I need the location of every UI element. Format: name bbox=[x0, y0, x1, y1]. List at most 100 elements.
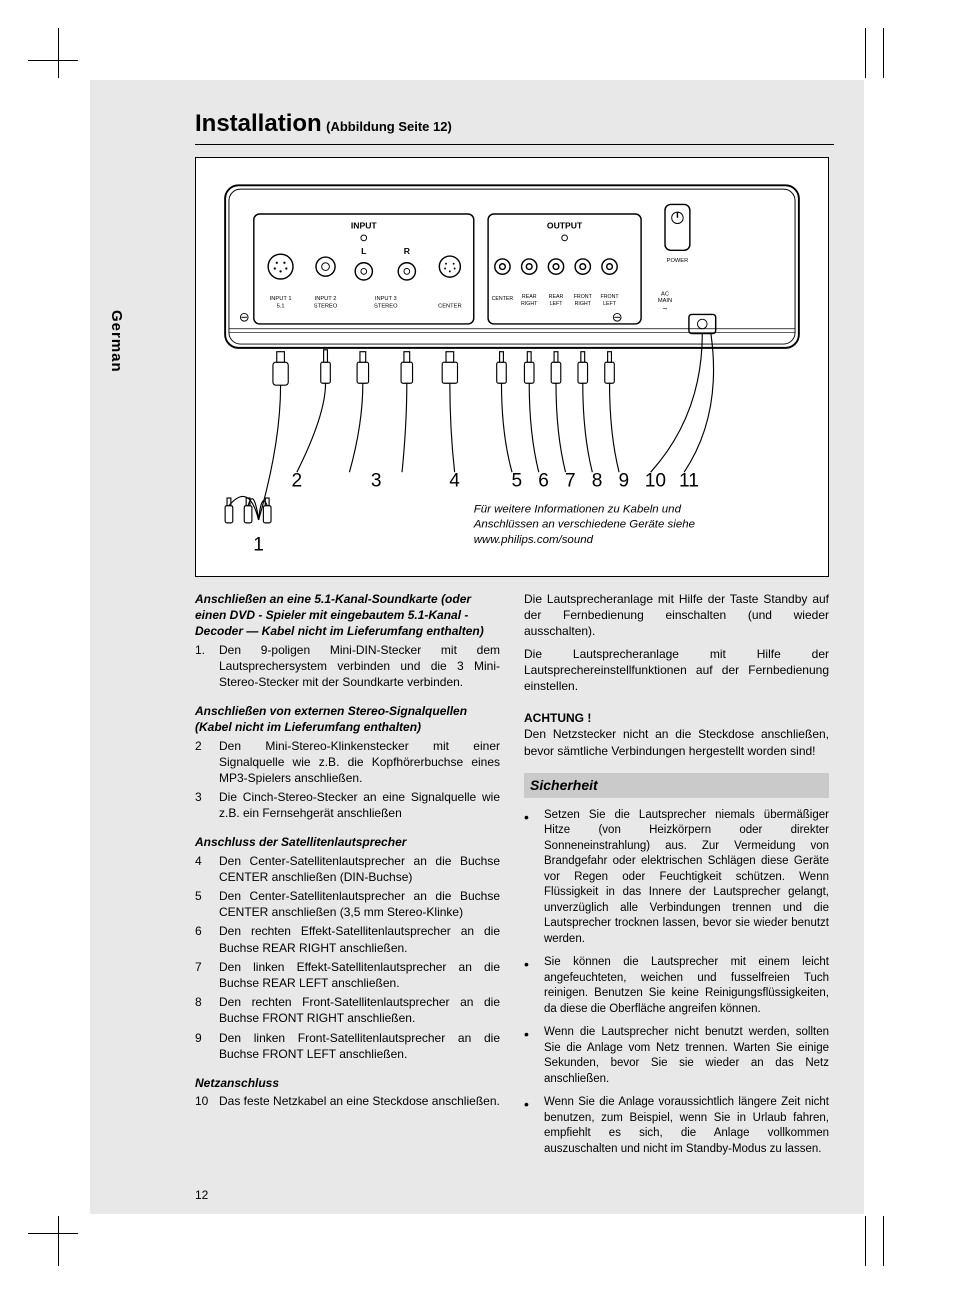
svg-text:REAR: REAR bbox=[522, 294, 537, 300]
svg-text:LEFT: LEFT bbox=[550, 301, 564, 307]
list-item: 5Den Center-Satellitenlautsprecher an di… bbox=[195, 888, 500, 920]
svg-text:FRONT: FRONT bbox=[574, 294, 593, 300]
right-para1: Die Lautsprecheranlage mit Hilfe der Tas… bbox=[524, 591, 829, 640]
item-text: Den rechten Effekt-Satellitenlautspreche… bbox=[219, 923, 500, 955]
callout-5: 5 bbox=[511, 471, 522, 492]
sicherheit-bar: Sicherheit bbox=[524, 773, 829, 798]
page-header: Installation (Abbildung Seite 12) bbox=[195, 110, 834, 145]
list-item: 1.Den 9-poligen Mini-DIN-Stecker mit dem… bbox=[195, 642, 500, 691]
achtung-text: Den Netzstecker nicht an die Steckdose a… bbox=[524, 726, 829, 758]
callout-7: 7 bbox=[565, 471, 576, 492]
svg-text:CENTER: CENTER bbox=[492, 296, 514, 302]
item-number: 1. bbox=[195, 642, 219, 691]
bullet-item: •Wenn die Lautsprecher nicht benutzt wer… bbox=[524, 1025, 829, 1087]
achtung-title: ACHTUNG ! bbox=[524, 710, 829, 726]
callout-8: 8 bbox=[592, 471, 603, 492]
item-text: Den rechten Front-Satellitenlautsprecher… bbox=[219, 994, 500, 1026]
svg-text:POWER: POWER bbox=[667, 258, 689, 264]
list-item: 6Den rechten Effekt-Satellitenlautsprech… bbox=[195, 923, 500, 955]
svg-text:OUTPUT: OUTPUT bbox=[547, 220, 583, 230]
right-column: Die Lautsprecheranlage mit Hilfe der Tas… bbox=[524, 591, 829, 1165]
sec3-title: Anschluss der Satellitenlautsprecher bbox=[195, 834, 500, 850]
item-number: 3 bbox=[195, 789, 219, 821]
bullet-text: Wenn Sie die Anlage voraussichtlich läng… bbox=[544, 1095, 829, 1157]
right-para2: Die Lautsprecheranlage mit Hilfe der Lau… bbox=[524, 646, 829, 695]
callout-10: 10 bbox=[645, 471, 666, 492]
svg-text:INPUT 2: INPUT 2 bbox=[315, 296, 337, 302]
list-item: 3Die Cinch-Stereo-Stecker an eine Signal… bbox=[195, 789, 500, 821]
body-columns: Anschließen an eine 5.1-Kanal-Soundkarte… bbox=[195, 591, 829, 1165]
svg-text:STEREO: STEREO bbox=[374, 304, 398, 310]
svg-text:L: L bbox=[361, 246, 366, 256]
diagram-svg: INPUT INPUT 1 5.1 INPUT 2 STEREO L R INP… bbox=[206, 168, 818, 566]
svg-text:AC: AC bbox=[661, 291, 669, 297]
header-subtitle: (Abbildung Seite 12) bbox=[326, 119, 452, 134]
crop-mark bbox=[865, 28, 866, 78]
sec4-title: Netzanschluss bbox=[195, 1075, 500, 1091]
list-item: 4Den Center-Satellitenlautsprecher an di… bbox=[195, 853, 500, 885]
svg-text:www.philips.com/sound: www.philips.com/sound bbox=[474, 534, 594, 546]
bullet-text: Setzen Sie die Lautsprecher niemals über… bbox=[544, 808, 829, 948]
list-item: 8Den rechten Front-Satellitenlautspreche… bbox=[195, 994, 500, 1026]
sec1-title: Anschließen an eine 5.1-Kanal-Soundkarte… bbox=[195, 591, 500, 640]
bullet-text: Wenn die Lautsprecher nicht benutzt werd… bbox=[544, 1025, 829, 1087]
crop-mark bbox=[58, 1216, 59, 1266]
list-item: 10Das feste Netzkabel an eine Steckdose … bbox=[195, 1093, 500, 1109]
item-text: Den linken Front-Satellitenlautsprecher … bbox=[219, 1030, 500, 1062]
callout-4: 4 bbox=[449, 471, 460, 492]
bullet-icon: • bbox=[524, 955, 544, 1017]
crop-mark bbox=[28, 60, 78, 61]
bullet-icon: • bbox=[524, 1025, 544, 1087]
language-tab: German bbox=[108, 310, 125, 373]
bullet-text: Sie können die Lautsprecher mit einem le… bbox=[544, 955, 829, 1017]
callout-3: 3 bbox=[371, 471, 382, 492]
item-number: 7 bbox=[195, 959, 219, 991]
svg-text:RIGHT: RIGHT bbox=[575, 301, 592, 307]
item-number: 5 bbox=[195, 888, 219, 920]
svg-text:RIGHT: RIGHT bbox=[521, 301, 538, 307]
item-number: 10 bbox=[195, 1093, 219, 1109]
sec2-title: Anschließen von externen Stereo-Signalqu… bbox=[195, 703, 500, 735]
item-text: Die Cinch-Stereo-Stecker an eine Signalq… bbox=[219, 789, 500, 821]
svg-text:LEFT: LEFT bbox=[603, 301, 617, 307]
crop-mark bbox=[28, 1233, 78, 1234]
bullet-icon: • bbox=[524, 1095, 544, 1157]
list-item: 2Den Mini-Stereo-Klinkenstecker mit eine… bbox=[195, 738, 500, 787]
crop-mark bbox=[883, 1216, 884, 1266]
header-title: Installation bbox=[195, 110, 322, 137]
callout-11: 11 bbox=[679, 471, 699, 492]
callout-1: 1 bbox=[253, 535, 264, 556]
bullet-item: •Setzen Sie die Lautsprecher niemals übe… bbox=[524, 808, 829, 948]
svg-text:Anschlüssen an verschiedene Ge: Anschlüssen an verschiedene Geräte siehe bbox=[473, 519, 695, 531]
crop-mark bbox=[58, 28, 59, 78]
page-number: 12 bbox=[195, 1188, 208, 1202]
item-number: 9 bbox=[195, 1030, 219, 1062]
label-input: INPUT bbox=[351, 220, 378, 230]
item-text: Den linken Effekt-Satellitenlautsprecher… bbox=[219, 959, 500, 991]
svg-text:STEREO: STEREO bbox=[314, 304, 338, 310]
item-text: Den 9-poligen Mini-DIN-Stecker mit dem L… bbox=[219, 642, 500, 691]
item-text: Das feste Netzkabel an eine Steckdose an… bbox=[219, 1093, 500, 1109]
bullet-item: •Wenn Sie die Anlage voraussichtlich län… bbox=[524, 1095, 829, 1157]
item-text: Den Center-Satellitenlautsprecher an die… bbox=[219, 853, 500, 885]
crop-mark bbox=[883, 28, 884, 78]
callout-2: 2 bbox=[292, 471, 303, 492]
svg-text:CENTER: CENTER bbox=[438, 304, 462, 310]
item-text: Den Center-Satellitenlautsprecher an die… bbox=[219, 888, 500, 920]
svg-text:Für weitere Informationen zu K: Für weitere Informationen zu Kabeln und bbox=[474, 503, 682, 515]
item-number: 2 bbox=[195, 738, 219, 787]
svg-text:~: ~ bbox=[662, 304, 667, 314]
svg-text:FRONT: FRONT bbox=[600, 294, 619, 300]
item-text: Den Mini-Stereo-Klinkenstecker mit einer… bbox=[219, 738, 500, 787]
svg-text:REAR: REAR bbox=[549, 294, 564, 300]
left-column: Anschließen an eine 5.1-Kanal-Soundkarte… bbox=[195, 591, 500, 1165]
callout-9: 9 bbox=[619, 471, 630, 492]
bullet-icon: • bbox=[524, 808, 544, 948]
svg-text:INPUT 1: INPUT 1 bbox=[270, 296, 292, 302]
page-body: German Installation (Abbildung Seite 12)… bbox=[90, 80, 864, 1214]
svg-text:INPUT 3: INPUT 3 bbox=[375, 296, 397, 302]
svg-text:5.1: 5.1 bbox=[277, 304, 285, 310]
crop-mark bbox=[865, 1216, 866, 1266]
callout-6: 6 bbox=[538, 471, 549, 492]
item-number: 6 bbox=[195, 923, 219, 955]
